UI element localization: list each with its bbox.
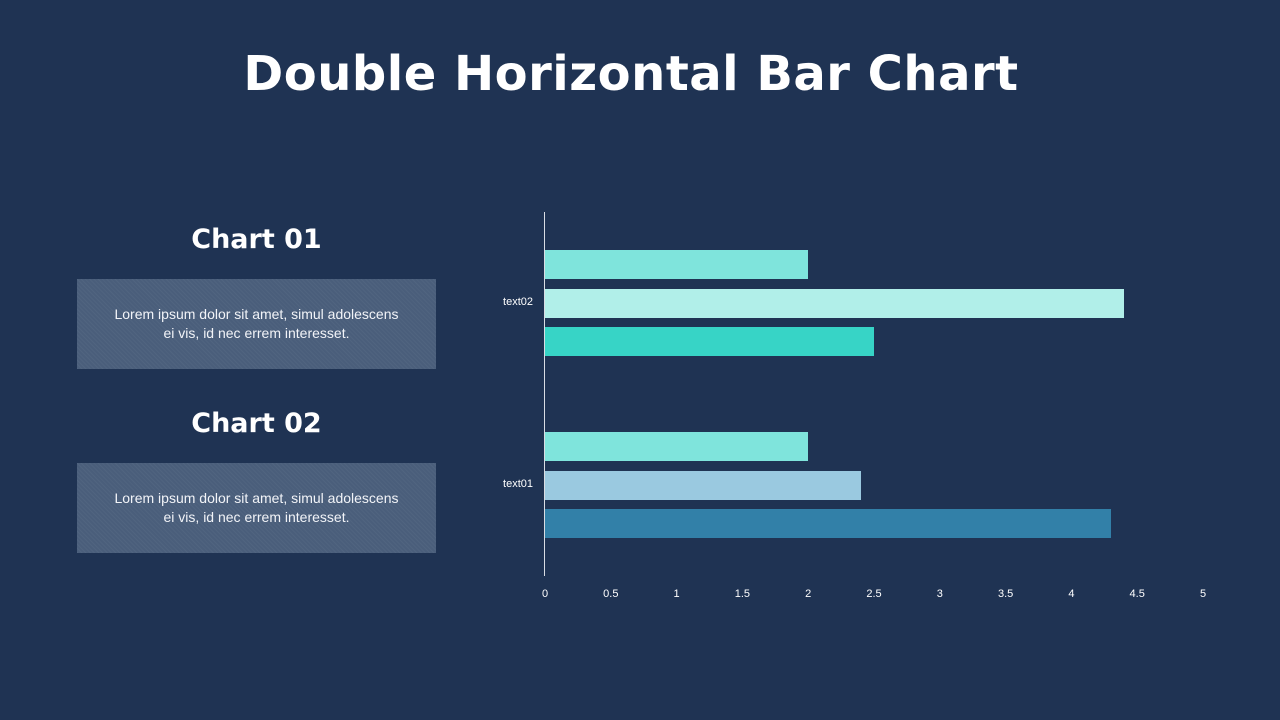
panel-text-chart-02: Lorem ipsum dolor sit amet, simul adoles… — [114, 490, 399, 525]
x-tick-label: 3.5 — [997, 588, 1014, 600]
x-tick-label: 2.5 — [866, 588, 882, 600]
bar-text01-3 — [545, 509, 1111, 538]
x-tick-label: 3 — [936, 588, 943, 600]
panel-text-chart-01: Lorem ipsum dolor sit amet, simul adoles… — [114, 306, 399, 341]
x-tick-label: 0.5 — [603, 588, 619, 600]
y-axis-line — [544, 212, 545, 576]
panel-box-chart-01: Lorem ipsum dolor sit amet, simul adoles… — [77, 279, 436, 369]
panel-heading-chart-01: Chart 01 — [191, 224, 322, 255]
x-tick-label: 0 — [541, 588, 549, 600]
x-tick-label: 4 — [1068, 588, 1075, 600]
x-tick-label: 2 — [805, 588, 812, 600]
x-tick-label: 4.5 — [1129, 588, 1145, 600]
x-tick-label: 1 — [673, 588, 680, 600]
panel-box-chart-02: Lorem ipsum dolor sit amet, simul adoles… — [77, 463, 436, 553]
x-tick-label: 5 — [1199, 588, 1207, 600]
x-tick-label: 1.5 — [734, 588, 751, 600]
panel-heading-chart-02: Chart 02 — [191, 408, 322, 439]
bar-text01-1 — [545, 432, 808, 461]
bar-text02-1 — [545, 250, 808, 279]
bar-text02-3 — [545, 327, 874, 356]
bar-text01-2 — [545, 471, 861, 500]
category-label-text01: text01 — [503, 478, 533, 490]
page-title: Double Horizontal Bar Chart — [243, 46, 1019, 102]
bar-text02-2 — [545, 289, 1124, 318]
category-label-text02: text02 — [503, 296, 533, 308]
